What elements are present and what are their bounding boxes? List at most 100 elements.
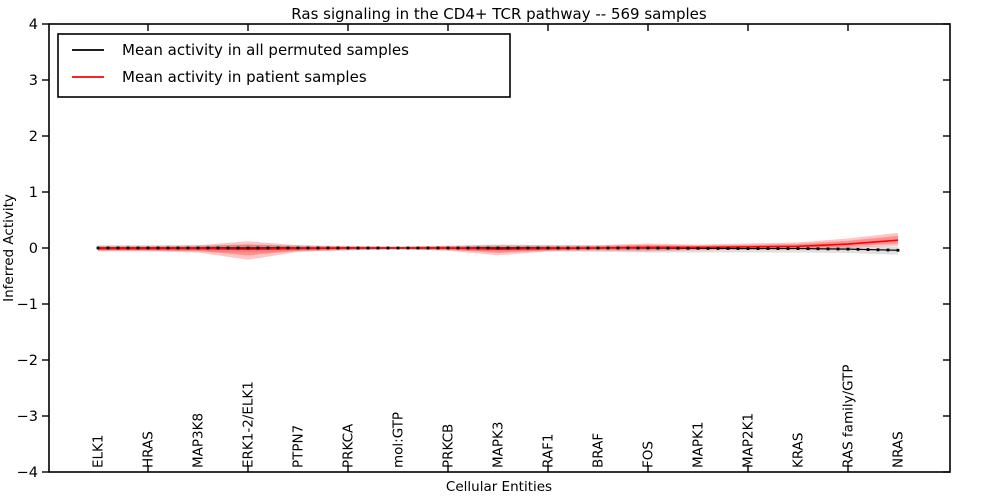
y-tick-label: −1 bbox=[17, 297, 38, 313]
marker-dot bbox=[766, 247, 770, 250]
marker-dot bbox=[696, 246, 700, 250]
marker-dot bbox=[866, 248, 870, 251]
marker-dot bbox=[846, 247, 850, 251]
patient-band-inner bbox=[98, 235, 898, 256]
marker-dot bbox=[346, 246, 350, 250]
marker-dot bbox=[886, 248, 890, 252]
x-category-label: KRAS bbox=[791, 433, 807, 469]
x-category-label: MAPK3 bbox=[491, 422, 507, 468]
permuted-line-markers bbox=[96, 246, 900, 252]
y-tick-label: −2 bbox=[17, 353, 38, 369]
x-category-label: ERK1-2/ELK1 bbox=[241, 381, 257, 468]
marker-dot bbox=[96, 246, 100, 250]
marker-dot bbox=[486, 246, 490, 250]
x-category-label: MAP2K1 bbox=[741, 413, 757, 468]
marker-dot bbox=[736, 247, 740, 250]
x-category-label: ELK1 bbox=[91, 435, 107, 469]
marker-dot bbox=[496, 246, 500, 250]
marker-dot bbox=[176, 246, 180, 250]
x-category-label: RAS family/GTP bbox=[841, 364, 857, 468]
marker-dot bbox=[746, 247, 750, 250]
data-lines bbox=[96, 239, 900, 252]
legend-box bbox=[57, 33, 511, 98]
chart-title: Ras signaling in the CD4+ TCR pathway --… bbox=[291, 5, 707, 23]
marker-dot bbox=[756, 247, 760, 250]
marker-dot bbox=[306, 246, 310, 250]
x-category-label: mol:GTP bbox=[391, 412, 407, 468]
marker-dot bbox=[806, 247, 810, 251]
marker-dot bbox=[466, 246, 470, 250]
marker-dot bbox=[106, 246, 110, 250]
x-category-label: FOS bbox=[641, 441, 657, 468]
marker-dot bbox=[726, 247, 730, 250]
marker-dot bbox=[356, 246, 360, 250]
marker-dot bbox=[116, 246, 120, 250]
marker-dot bbox=[146, 246, 150, 250]
x-category-label: HRAS bbox=[141, 431, 157, 468]
marker-dot bbox=[226, 246, 230, 250]
marker-dot bbox=[606, 246, 610, 250]
marker-dot bbox=[256, 246, 260, 250]
x-category-label: MAPK1 bbox=[691, 422, 707, 468]
marker-dot bbox=[896, 248, 900, 252]
y-tick-label: −4 bbox=[17, 465, 38, 481]
marker-dot bbox=[776, 247, 780, 250]
marker-dot bbox=[376, 246, 380, 250]
x-category-label: BRAF bbox=[591, 433, 607, 468]
marker-dot bbox=[786, 247, 790, 250]
y-tick-label: 1 bbox=[29, 185, 38, 201]
marker-dot bbox=[426, 246, 430, 250]
marker-dot bbox=[456, 246, 460, 250]
y-tick-label: 3 bbox=[29, 73, 38, 89]
marker-dot bbox=[166, 246, 170, 250]
x-category-label: PRKCA bbox=[341, 423, 357, 468]
marker-dot bbox=[626, 246, 630, 250]
x-axis-label: Cellular Entities bbox=[446, 479, 552, 495]
x-category-label: PTPN7 bbox=[291, 425, 307, 468]
marker-dot bbox=[546, 246, 550, 250]
marker-dot bbox=[136, 246, 140, 250]
x-category-label: PRKCB bbox=[441, 424, 457, 468]
marker-dot bbox=[366, 246, 370, 250]
marker-dot bbox=[686, 246, 690, 250]
marker-dot bbox=[816, 247, 820, 251]
marker-dot bbox=[266, 246, 270, 250]
marker-dot bbox=[666, 246, 670, 250]
marker-dot bbox=[476, 246, 480, 250]
x-category-label: NRAS bbox=[891, 431, 907, 468]
marker-dot bbox=[186, 246, 190, 250]
marker-dot bbox=[196, 246, 200, 250]
marker-dot bbox=[236, 246, 240, 250]
marker-dot bbox=[586, 246, 590, 250]
marker-dot bbox=[706, 246, 710, 250]
x-category-label: MAP3K8 bbox=[191, 413, 207, 468]
marker-dot bbox=[876, 248, 880, 252]
marker-dot bbox=[616, 246, 620, 250]
marker-dot bbox=[526, 246, 530, 250]
tick-labels: 4 3 2 1 0 −1 −2 −3 −4 ELK1 HRAS MAP3K8 ERK1-2/ELK1 PT… bbox=[17, 17, 907, 481]
marker-dot bbox=[536, 246, 540, 250]
marker-dot bbox=[636, 246, 640, 250]
marker-dot bbox=[716, 246, 720, 250]
patient-band-outer bbox=[98, 232, 898, 260]
marker-dot bbox=[566, 246, 570, 250]
marker-dot bbox=[396, 246, 400, 250]
marker-dot bbox=[646, 246, 650, 250]
marker-dot bbox=[276, 246, 280, 250]
marker-dot bbox=[126, 246, 130, 250]
marker-dot bbox=[656, 246, 660, 250]
marker-dot bbox=[676, 246, 680, 250]
marker-dot bbox=[596, 246, 600, 250]
marker-dot bbox=[826, 247, 830, 251]
marker-dot bbox=[246, 246, 250, 250]
y-axis-label: Inferred Activity bbox=[1, 194, 17, 302]
y-tick-label: 4 bbox=[29, 17, 38, 33]
marker-dot bbox=[156, 246, 160, 250]
marker-dot bbox=[216, 246, 220, 250]
marker-dot bbox=[506, 246, 510, 250]
legend-label-permuted: Mean activity in all permuted samples bbox=[122, 41, 409, 59]
marker-dot bbox=[516, 246, 520, 250]
y-tick-label: 2 bbox=[29, 129, 38, 145]
